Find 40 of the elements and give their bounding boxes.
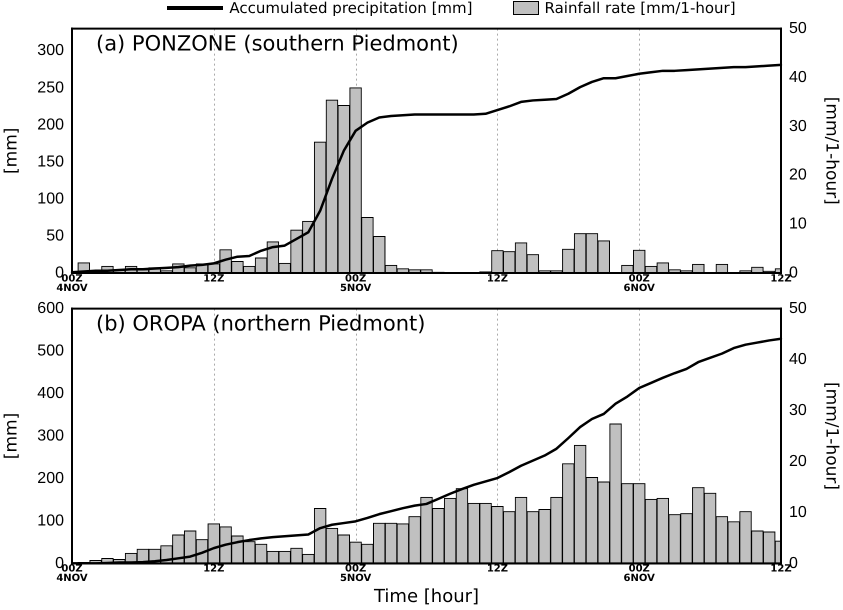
y-tick-label: 100 bbox=[37, 190, 64, 208]
x-tick-label: 00Z 6NOV bbox=[624, 273, 656, 294]
y2-tick-label: 30 bbox=[789, 402, 807, 419]
y2-tick-label: 10 bbox=[789, 216, 807, 233]
y-tick-label: 300 bbox=[37, 427, 64, 444]
y2-axis-title: [mm/1-hour] bbox=[821, 382, 842, 490]
y-tick-label: 200 bbox=[37, 470, 64, 487]
y2-axis-title: [mm/1-hour] bbox=[821, 96, 842, 205]
x-tick-label: 12Z bbox=[203, 564, 224, 575]
x-tick-label: 00Z 5NOV bbox=[340, 273, 372, 294]
y-axis-title: [mm] bbox=[2, 128, 22, 174]
y-tick-label: 200 bbox=[37, 116, 64, 134]
x-tick-label: 00Z 6NOV bbox=[624, 564, 656, 584]
y2-tick-label: 50 bbox=[789, 300, 807, 318]
y-tick-label: 150 bbox=[37, 153, 64, 170]
x-tick-label: 00Z 5NOV bbox=[340, 564, 372, 584]
y2-tick-label: 40 bbox=[789, 68, 807, 86]
x-axis-title: Time [hour] bbox=[372, 586, 480, 607]
x-tick-label: 12Z bbox=[203, 273, 224, 284]
y-tick-label: 300 bbox=[37, 42, 64, 60]
y2-tick-label: 50 bbox=[789, 20, 807, 38]
y-tick-label: 400 bbox=[37, 384, 64, 402]
legend-label: Accumulated precipitation [mm] bbox=[229, 0, 472, 17]
y2-tick-label: 40 bbox=[789, 350, 807, 368]
x-tick-label: 12Z bbox=[770, 564, 792, 575]
chart-title: (b) OROPA (northern Piedmont) bbox=[96, 312, 426, 336]
y-tick-label: 50 bbox=[46, 227, 64, 244]
chart-title: (a) PONZONE (southern Piedmont) bbox=[96, 32, 459, 56]
y2-tick-label: 30 bbox=[789, 118, 807, 135]
y-tick-label: 100 bbox=[37, 512, 64, 530]
y-tick-label: 600 bbox=[37, 300, 64, 318]
y-tick-label: 250 bbox=[37, 79, 64, 96]
y-axis-title: [mm] bbox=[2, 412, 22, 460]
y2-tick-label: 20 bbox=[789, 452, 807, 470]
x-tick-label: 12Z bbox=[486, 564, 508, 575]
y2-tick-label: 10 bbox=[789, 504, 807, 521]
y-tick-label: 500 bbox=[37, 342, 64, 360]
y2-tick-label: 20 bbox=[789, 166, 807, 184]
legend-label: Rainfall rate [mm/1-hour] bbox=[544, 0, 736, 17]
x-tick-label: 12Z bbox=[486, 273, 508, 284]
